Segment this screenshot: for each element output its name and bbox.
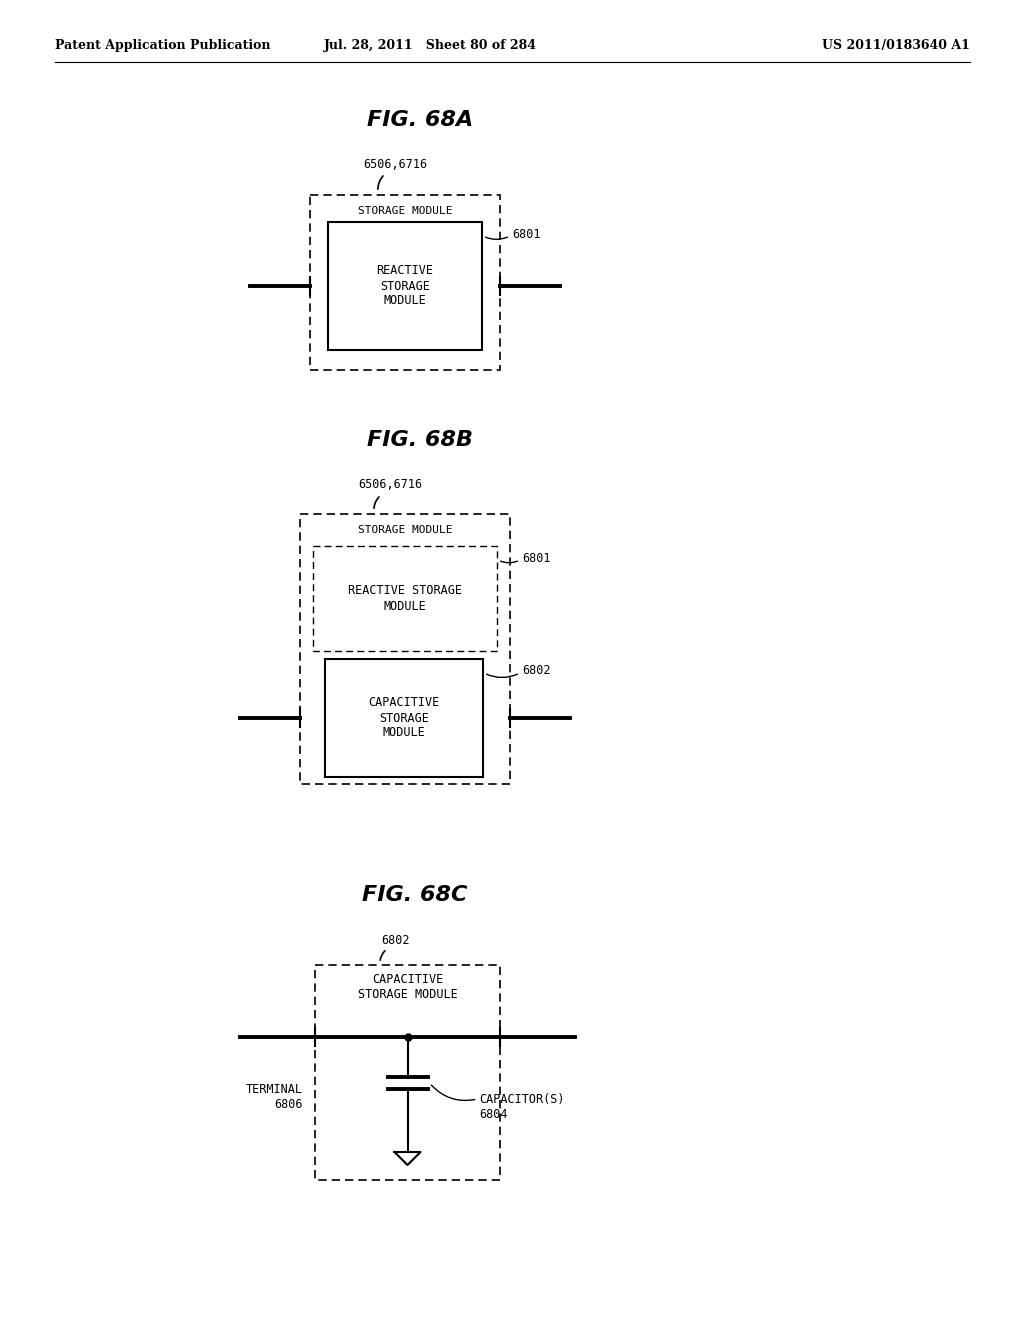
Bar <box>313 546 497 651</box>
Bar <box>300 513 510 784</box>
Bar <box>315 965 500 1180</box>
Text: CAPACITIVE
STORAGE
MODULE: CAPACITIVE STORAGE MODULE <box>369 697 439 739</box>
Text: Jul. 28, 2011   Sheet 80 of 284: Jul. 28, 2011 Sheet 80 of 284 <box>324 38 537 51</box>
Text: 6801: 6801 <box>512 227 541 240</box>
Bar <box>328 222 482 350</box>
Text: FIG. 68B: FIG. 68B <box>367 430 473 450</box>
Text: STORAGE MODULE: STORAGE MODULE <box>357 206 453 216</box>
Text: 6802: 6802 <box>381 933 410 946</box>
Text: FIG. 68A: FIG. 68A <box>367 110 473 129</box>
Text: REACTIVE STORAGE
MODULE: REACTIVE STORAGE MODULE <box>348 585 462 612</box>
Text: STORAGE MODULE: STORAGE MODULE <box>357 525 453 535</box>
Text: Patent Application Publication: Patent Application Publication <box>55 38 270 51</box>
Text: TERMINAL
6806: TERMINAL 6806 <box>246 1082 303 1111</box>
Bar <box>325 659 483 777</box>
Text: US 2011/0183640 A1: US 2011/0183640 A1 <box>822 38 970 51</box>
Text: 6802: 6802 <box>522 664 551 677</box>
Text: 6801: 6801 <box>522 552 551 565</box>
Text: 6506,6716: 6506,6716 <box>362 158 427 172</box>
Bar <box>310 195 500 370</box>
Text: FIG. 68C: FIG. 68C <box>362 884 468 906</box>
Text: REACTIVE
STORAGE
MODULE: REACTIVE STORAGE MODULE <box>377 264 433 308</box>
Text: CAPACITIVE
STORAGE MODULE: CAPACITIVE STORAGE MODULE <box>357 973 458 1001</box>
Text: 6506,6716: 6506,6716 <box>358 479 422 491</box>
Text: CAPACITOR(S)
6804: CAPACITOR(S) 6804 <box>479 1093 565 1121</box>
